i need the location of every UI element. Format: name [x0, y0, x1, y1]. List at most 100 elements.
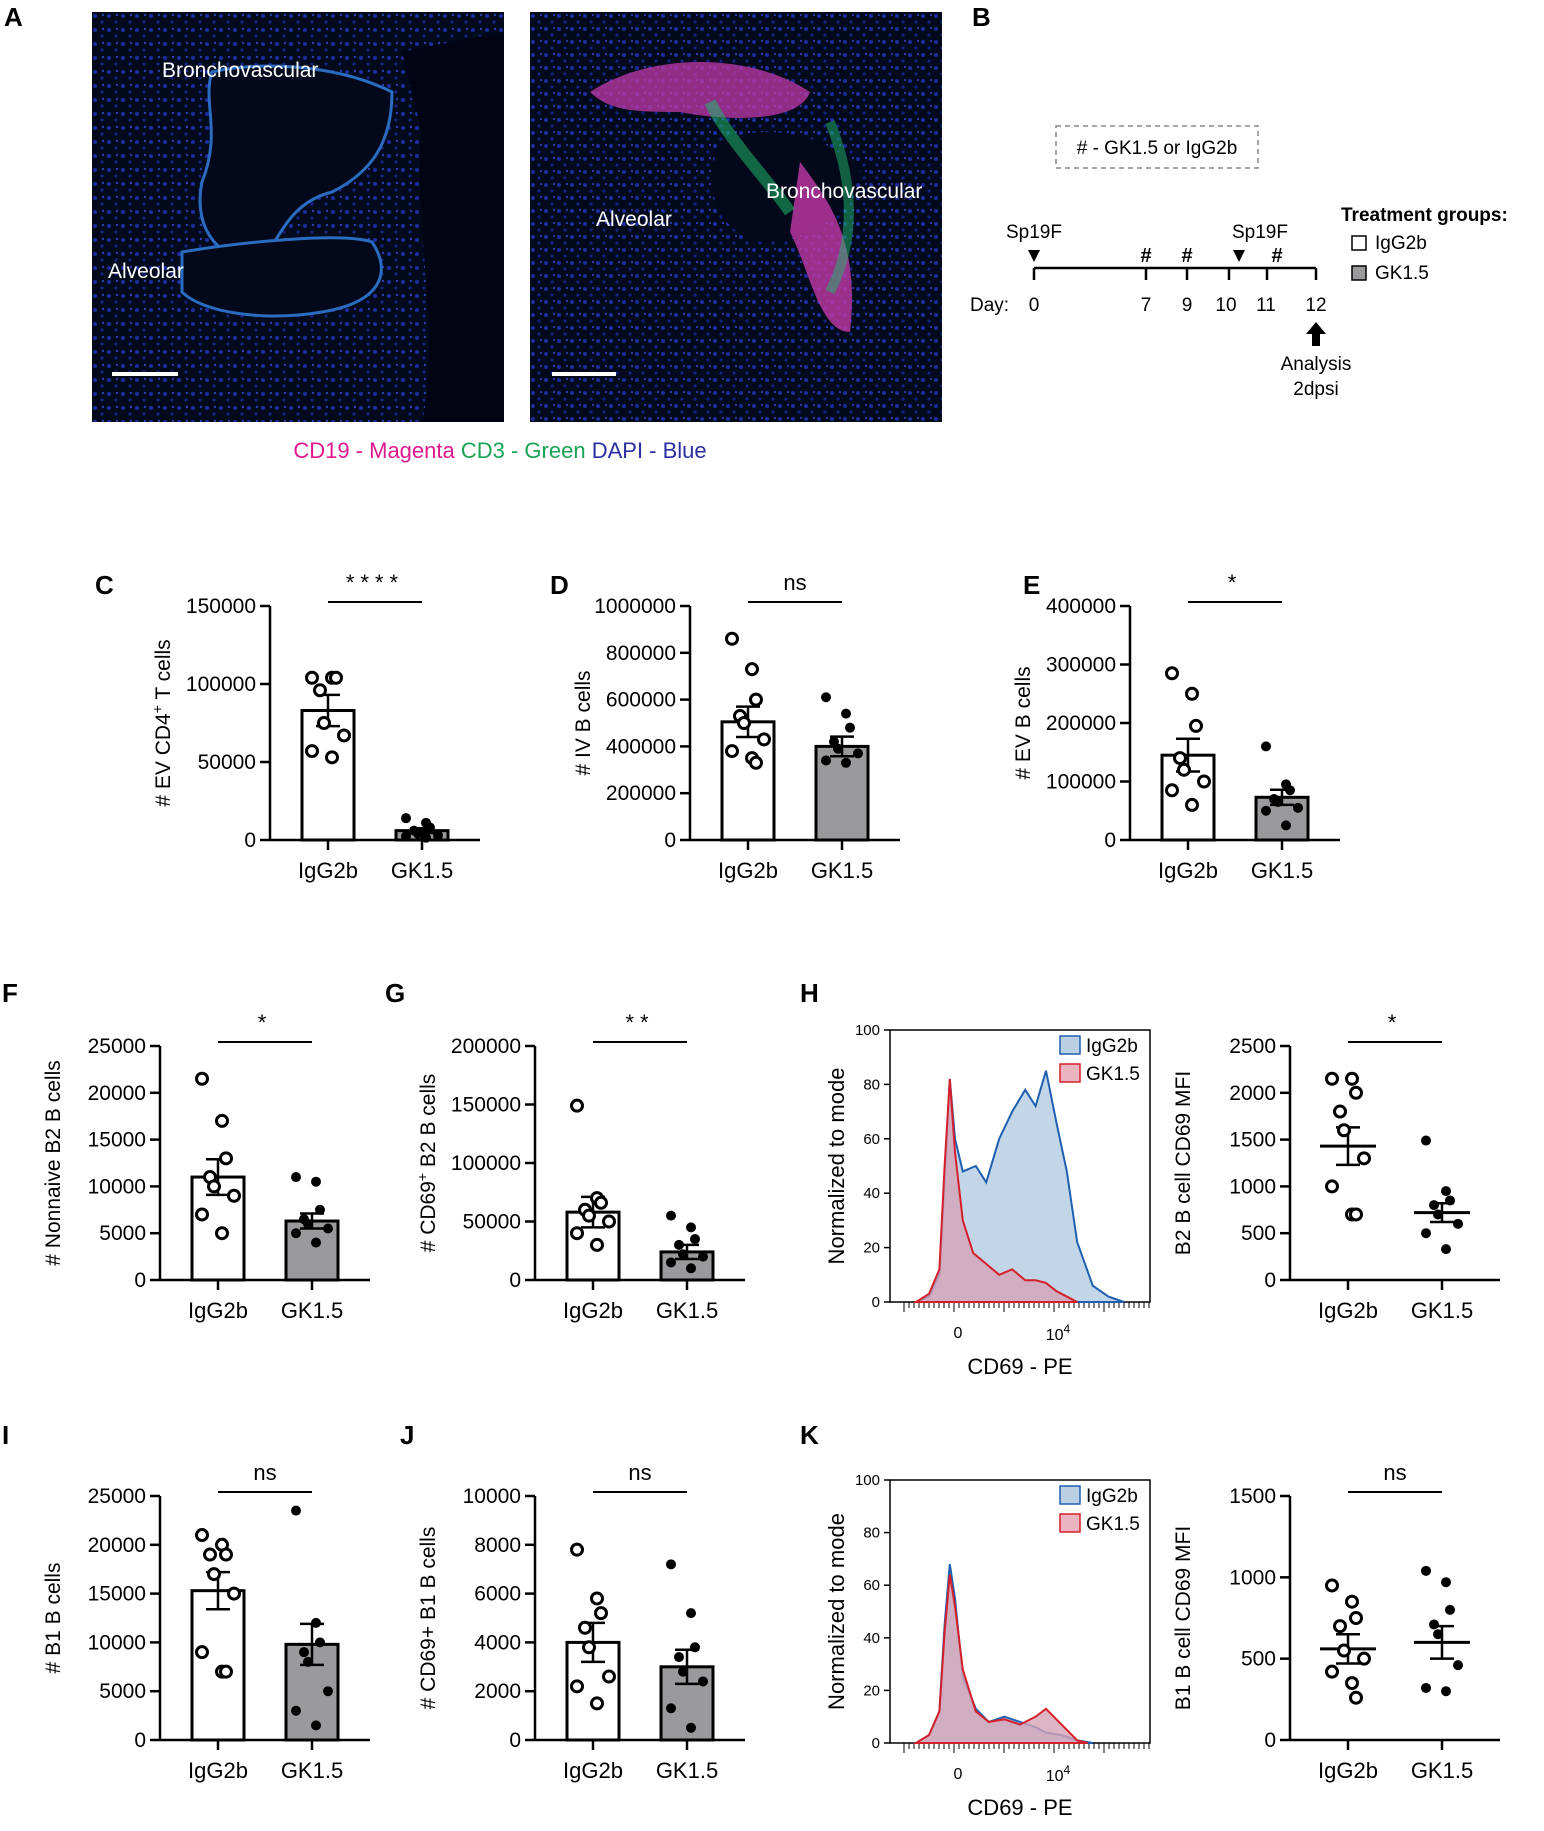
data-point-gk15 — [311, 1176, 321, 1187]
y-tick-label: 20 — [863, 1682, 880, 1699]
significance-label: ns — [628, 1460, 651, 1485]
data-point-gk15 — [303, 1218, 313, 1229]
data-point-gk15 — [1261, 741, 1271, 752]
y-tick-label: 1500 — [1229, 1485, 1276, 1508]
y-tick-label: 200000 — [606, 782, 676, 805]
x-tick-label: IgG2b — [563, 1758, 623, 1783]
x-tick-label: GK1.5 — [811, 858, 873, 883]
y-tick-label: 50000 — [463, 1211, 521, 1234]
x-tick-label: GK1.5 — [1411, 1758, 1473, 1783]
data-point-gk15 — [323, 1223, 333, 1234]
y-tick-label: 50000 — [198, 751, 256, 774]
data-point-gk15 — [686, 1222, 696, 1233]
y-tick-label: 100000 — [451, 1152, 521, 1175]
analysis-arrow — [1306, 322, 1326, 346]
data-point-gk15 — [1261, 805, 1271, 816]
data-point-igg2b — [227, 1188, 241, 1203]
data-point-igg2b — [1345, 1594, 1359, 1609]
y-tick-label: 0 — [509, 1269, 521, 1292]
data-point-gk15 — [421, 832, 431, 843]
y-tick-label: 4000 — [474, 1631, 521, 1654]
y-tick-label: 0 — [872, 1735, 880, 1752]
x-tick-label: GK1.5 — [391, 858, 453, 883]
y-tick-label: 400000 — [606, 735, 676, 758]
y-tick-label: 100000 — [186, 673, 256, 696]
data-point-gk15 — [1433, 1209, 1443, 1220]
y-tick-label: 0 — [1264, 1269, 1276, 1292]
x-tick-label: 0 — [954, 1766, 963, 1783]
y-tick-label: 1500 — [1229, 1129, 1276, 1152]
day-11: 11 — [1256, 295, 1276, 316]
day-10: 10 — [1215, 295, 1236, 316]
y-tick-label: 0 — [244, 829, 256, 852]
timeline-ticks — [1032, 268, 1318, 280]
data-point-gk15 — [299, 1647, 309, 1658]
superscript: 4 — [1064, 1322, 1071, 1336]
data-point-gk15 — [1285, 785, 1295, 796]
data-point-igg2b — [1197, 774, 1211, 789]
data-point-igg2b — [195, 1645, 209, 1660]
data-point-gk15 — [841, 708, 851, 719]
data-point-igg2b — [1349, 1207, 1363, 1222]
data-point-gk15 — [1441, 1577, 1451, 1588]
data-point-igg2b — [195, 1207, 209, 1222]
data-point-gk15 — [690, 1642, 700, 1653]
data-point-gk15 — [666, 1559, 676, 1570]
significance-label: **** — [346, 570, 404, 595]
data-point-igg2b — [1337, 1123, 1351, 1138]
y-axis-label: Normalized to mode — [824, 1513, 849, 1710]
data-point-gk15 — [1421, 1565, 1431, 1576]
data-point-gk15 — [291, 1505, 301, 1516]
data-point-gk15 — [1293, 802, 1303, 813]
data-point-gk15 — [401, 831, 411, 842]
y-tick-label: 60 — [863, 1131, 880, 1148]
y-tick-label: 0 — [872, 1294, 880, 1311]
stain-legend: CD19 - Magenta CD3 - Green DAPI - Blue — [0, 438, 1000, 464]
y-tick-label: 8000 — [474, 1534, 521, 1557]
x-tick-label: 0 — [954, 1325, 963, 1342]
data-point-igg2b — [1349, 1085, 1363, 1100]
data-point-gk15 — [686, 1263, 696, 1274]
data-point-igg2b — [1173, 751, 1187, 766]
day-0: 0 — [1029, 295, 1040, 316]
panel-label-f: F — [2, 978, 18, 1008]
y-tick-label: 80 — [863, 1525, 880, 1542]
panel-label-g: G — [385, 978, 406, 1008]
legend-swatch-gk15 — [1351, 265, 1367, 281]
region-label-alveolar: Alveolar — [108, 260, 184, 283]
data-point-igg2b — [219, 1547, 233, 1562]
data-point-igg2b — [313, 683, 327, 698]
y-tick-label: 6000 — [474, 1583, 521, 1606]
y-tick-label: 2500 — [1229, 1035, 1276, 1058]
data-point-gk15 — [690, 1234, 700, 1245]
day-label: Day: — [970, 295, 1009, 316]
y-tick-label: 100000 — [1046, 771, 1116, 794]
histogram-H: 0 20 40 60 80 100 0 104 CD69 - PE Normalized to m… — [824, 1022, 1151, 1379]
data-point-igg2b — [1345, 1676, 1359, 1691]
x-axis-label: CD69 - PE — [967, 1354, 1072, 1379]
data-point-igg2b — [582, 1208, 596, 1223]
scale-bar — [552, 372, 616, 376]
data-point-igg2b — [590, 1696, 604, 1711]
legend-label-gk15: GK1.5 — [1086, 1514, 1140, 1535]
data-point-igg2b — [1325, 1179, 1339, 1194]
panel-label-k: K — [800, 1420, 819, 1450]
data-point-gk15 — [1433, 1629, 1443, 1640]
day-7: 7 — [1141, 295, 1152, 316]
y-tick-label: 2000 — [1229, 1082, 1276, 1105]
data-point-gk15 — [311, 1237, 321, 1248]
y-tick-label: 0 — [1264, 1729, 1276, 1752]
data-point-gk15 — [311, 1720, 321, 1731]
data-point-igg2b — [1345, 1071, 1359, 1086]
x-axis-label: CD69 - PE — [967, 1795, 1072, 1820]
data-point-igg2b — [570, 1226, 584, 1241]
data-point-igg2b — [594, 1606, 608, 1621]
legend-label-gk15: GK1.5 — [1086, 1064, 1140, 1085]
x-tick-label: IgG2b — [188, 1758, 248, 1783]
y-tick-label: 0 — [134, 1269, 146, 1292]
y-tick-label: 10000 — [88, 1631, 146, 1654]
data-point-gk15 — [845, 722, 855, 733]
treatment-timeline: # - GK1.5 or IgG2b Sp19F Sp19F # # # Day… — [970, 125, 1508, 400]
micrograph-left: Bronchovascular Alveolar — [92, 12, 504, 422]
x-tick-label: GK1.5 — [656, 1758, 718, 1783]
